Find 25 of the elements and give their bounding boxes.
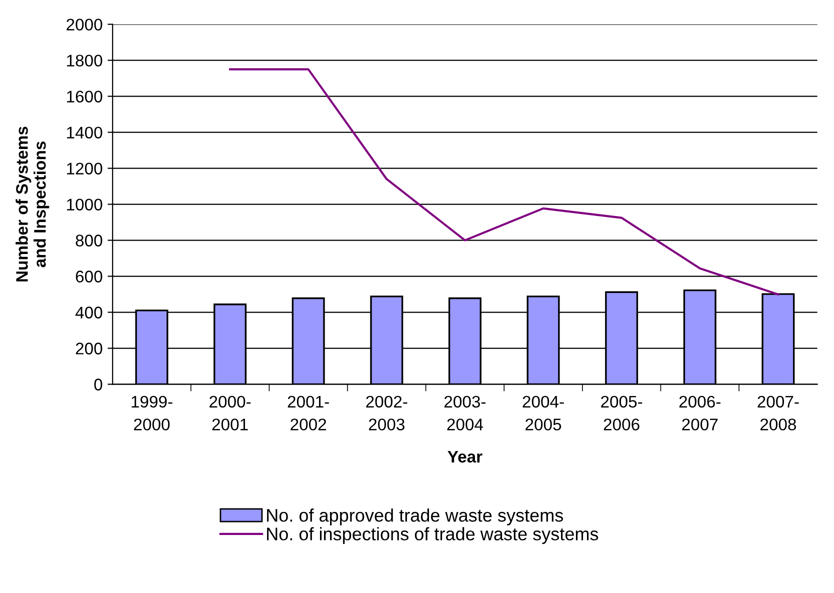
y-tick-label: 1200 bbox=[67, 162, 102, 174]
y-tick-label: 1000 bbox=[67, 198, 102, 210]
y-tick-label: 1600 bbox=[67, 90, 102, 103]
y-tick-label: 600 bbox=[76, 270, 102, 282]
x-axis-title: Year bbox=[448, 450, 482, 463]
x-tick-label: 2007- 2008 bbox=[758, 396, 799, 430]
x-tick-label: 2005- 2006 bbox=[601, 396, 642, 430]
x-tick-label: 2000- 2001 bbox=[210, 396, 251, 430]
y-tick-label: 200 bbox=[76, 342, 102, 354]
legend-label: No. of inspections of trade waste systems bbox=[267, 527, 598, 544]
legend-label: No. of approved trade waste systems bbox=[267, 508, 563, 526]
y-tick-label: 1800 bbox=[67, 54, 102, 67]
y-tick-label: 2000 bbox=[66, 18, 102, 31]
line-series bbox=[229, 68, 780, 296]
x-tick-label: 1999- 2000 bbox=[132, 396, 172, 430]
y-axis-title: Number of Systems and Inspections bbox=[16, 126, 50, 282]
y-tick-label: 400 bbox=[75, 306, 102, 318]
x-tick-label: 2006- 2007 bbox=[679, 396, 720, 430]
x-tick-label: 2002- 2003 bbox=[366, 396, 408, 430]
y-tick-label: 0 bbox=[94, 378, 102, 390]
x-tick-label: 2004- 2005 bbox=[522, 396, 564, 430]
x-tick-label: 2001- 2002 bbox=[288, 396, 329, 430]
y-tick-label: 1400 bbox=[67, 126, 102, 138]
x-tick-label: 2003- 2004 bbox=[444, 396, 486, 430]
y-tick-label: 800 bbox=[76, 234, 102, 246]
